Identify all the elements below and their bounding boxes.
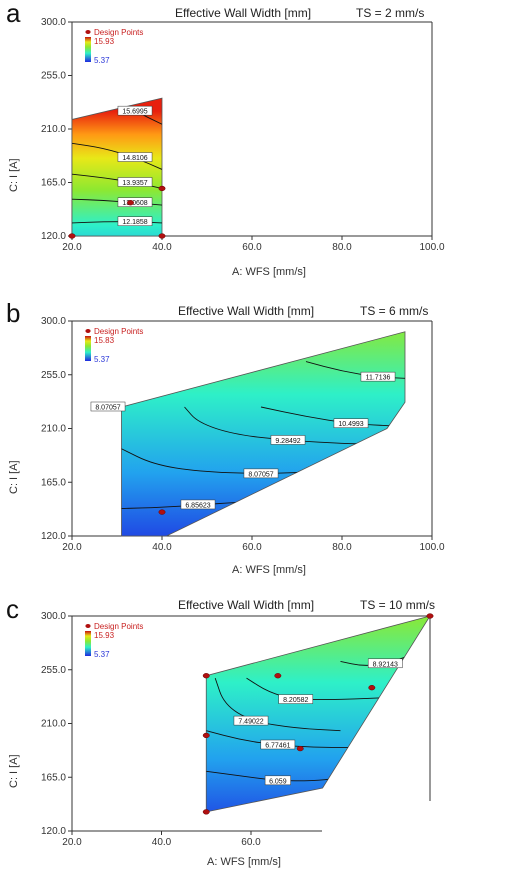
design-point — [296, 745, 304, 752]
design-point — [202, 732, 210, 739]
legend-high-value: 15.93 — [94, 631, 115, 640]
x-tick-label: 100.0 — [419, 242, 444, 253]
x-tick-label: 60.0 — [242, 542, 262, 553]
legend-design-point-marker — [85, 624, 91, 628]
design-point — [158, 509, 166, 515]
y-tick-label: 255.0 — [41, 71, 66, 82]
legend-low-value: 5.37 — [94, 355, 110, 364]
response-surface-region — [121, 331, 406, 537]
y-tick-label: 210.0 — [41, 424, 66, 435]
contour-label: 8.92143 — [373, 661, 398, 668]
x-tick-label: 80.0 — [332, 542, 352, 553]
contour-panel-a: a Effective Wall Width [mm] TS = 2 mm/s A: … — [0, 0, 509, 290]
design-point — [368, 685, 376, 691]
y-tick-label: 120.0 — [41, 826, 66, 837]
contour-label: 8.07057 — [248, 471, 273, 478]
contour-plot: 120.0 165.0 210.0 255.0 300.0 20.0 40.0 60.0 80.… — [41, 316, 445, 553]
contour-panel-b: b Effective Wall Width [mm] TS = 6 mm/s A: … — [0, 296, 509, 586]
contour-line — [214, 677, 341, 732]
x-tick-label: 20.0 — [62, 542, 82, 553]
contour-label: 14.8106 — [122, 155, 147, 162]
x-tick-label: 80.0 — [332, 242, 352, 253]
y-tick-label: 300.0 — [41, 611, 66, 622]
design-point — [158, 233, 166, 239]
contour-label: 13.9357 — [122, 180, 147, 187]
legend-color-scale — [85, 336, 91, 361]
x-tick-label: 100.0 — [419, 542, 444, 553]
x-tick-label: 40.0 — [152, 242, 172, 253]
contour-label: 6.77461 — [265, 743, 290, 750]
contour-label: 6.059 — [269, 778, 287, 785]
contour-label: 12.1858 — [122, 219, 147, 226]
design-point — [202, 809, 210, 815]
panel-letter: b — [6, 298, 21, 328]
x-tick-label: 40.0 — [152, 542, 172, 553]
design-point — [127, 200, 134, 206]
contour-plot: 120.0 165.0 210.0 255.0 300.0 20.0 40.0 60.0 8.9… — [41, 611, 434, 848]
legend-design-point-marker — [85, 30, 91, 34]
contour-label: 11.7136 — [366, 375, 391, 382]
legend-color-scale — [85, 37, 91, 62]
y-tick-label: 165.0 — [41, 772, 66, 783]
chart-title: Effective Wall Width [mm] — [175, 6, 312, 20]
contour-line — [184, 406, 387, 445]
contour-line — [206, 770, 337, 782]
legend-low-value: 5.37 — [94, 56, 110, 65]
contour-label: 9.28492 — [275, 438, 300, 445]
design-point — [274, 673, 282, 679]
contour-label: 15.6995 — [122, 109, 147, 116]
y-tick-label: 300.0 — [41, 316, 66, 327]
x-axis-label: A: WFS [mm/s] — [232, 266, 306, 278]
panel-letter: c — [6, 594, 19, 624]
legend-color-scale — [85, 631, 91, 656]
contour-label: 10.4993 — [338, 421, 363, 428]
x-tick-label: 20.0 — [62, 242, 82, 253]
contour-label: 7.49022 — [238, 719, 263, 726]
contour-label: 8.20582 — [283, 697, 308, 704]
contour-label: 8.07057 — [95, 405, 120, 412]
travel-speed-label: TS = 6 mm/s — [360, 304, 429, 318]
contour-label: 6.85623 — [185, 502, 210, 509]
design-point — [68, 233, 76, 239]
response-surface-region — [71, 97, 163, 237]
legend-high-value: 15.93 — [94, 37, 115, 46]
legend-title: Design Points — [94, 327, 143, 336]
x-tick-label: 40.0 — [152, 837, 172, 848]
y-tick-label: 255.0 — [41, 665, 66, 676]
y-tick-label: 120.0 — [41, 531, 66, 542]
y-tick-label: 300.0 — [41, 17, 66, 28]
contour-label: 13.0608 — [122, 200, 147, 207]
contour-panel-c: c Effective Wall Width [mm] TS = 10 mm/s A:… — [0, 592, 509, 882]
x-tick-label: 60.0 — [241, 837, 261, 848]
x-tick-label: 20.0 — [62, 837, 82, 848]
x-axis-label: A: WFS [mm/s] — [232, 564, 306, 576]
y-tick-label: 120.0 — [41, 231, 66, 242]
design-point — [426, 613, 434, 619]
contour-plot: 120.0 165.0 210.0 255.0 300.0 20.0 40.0 60.0 80.… — [41, 17, 445, 253]
x-tick-label: 60.0 — [242, 242, 262, 253]
chart-title: Effective Wall Width [mm] — [178, 598, 315, 612]
x-axis-label: A: WFS [mm/s] — [207, 856, 281, 868]
y-tick-label: 165.0 — [41, 178, 66, 189]
chart-title: Effective Wall Width [mm] — [178, 304, 315, 318]
design-point — [202, 673, 210, 679]
y-tick-label: 210.0 — [41, 124, 66, 135]
y-tick-label: 210.0 — [41, 719, 66, 730]
legend-design-point-marker — [85, 329, 91, 333]
legend-title: Design Points — [94, 28, 143, 37]
y-tick-label: 165.0 — [41, 477, 66, 488]
legend-title: Design Points — [94, 622, 143, 631]
travel-speed-label: TS = 2 mm/s — [356, 6, 425, 20]
contour-line — [121, 500, 262, 509]
panel-letter: a — [6, 0, 21, 28]
travel-speed-label: TS = 10 mm/s — [360, 598, 436, 612]
legend-low-value: 5.37 — [94, 650, 110, 659]
legend-high-value: 15.83 — [94, 336, 115, 345]
design-point — [158, 185, 166, 192]
y-tick-label: 255.0 — [41, 370, 66, 381]
contour-line — [206, 730, 350, 748]
